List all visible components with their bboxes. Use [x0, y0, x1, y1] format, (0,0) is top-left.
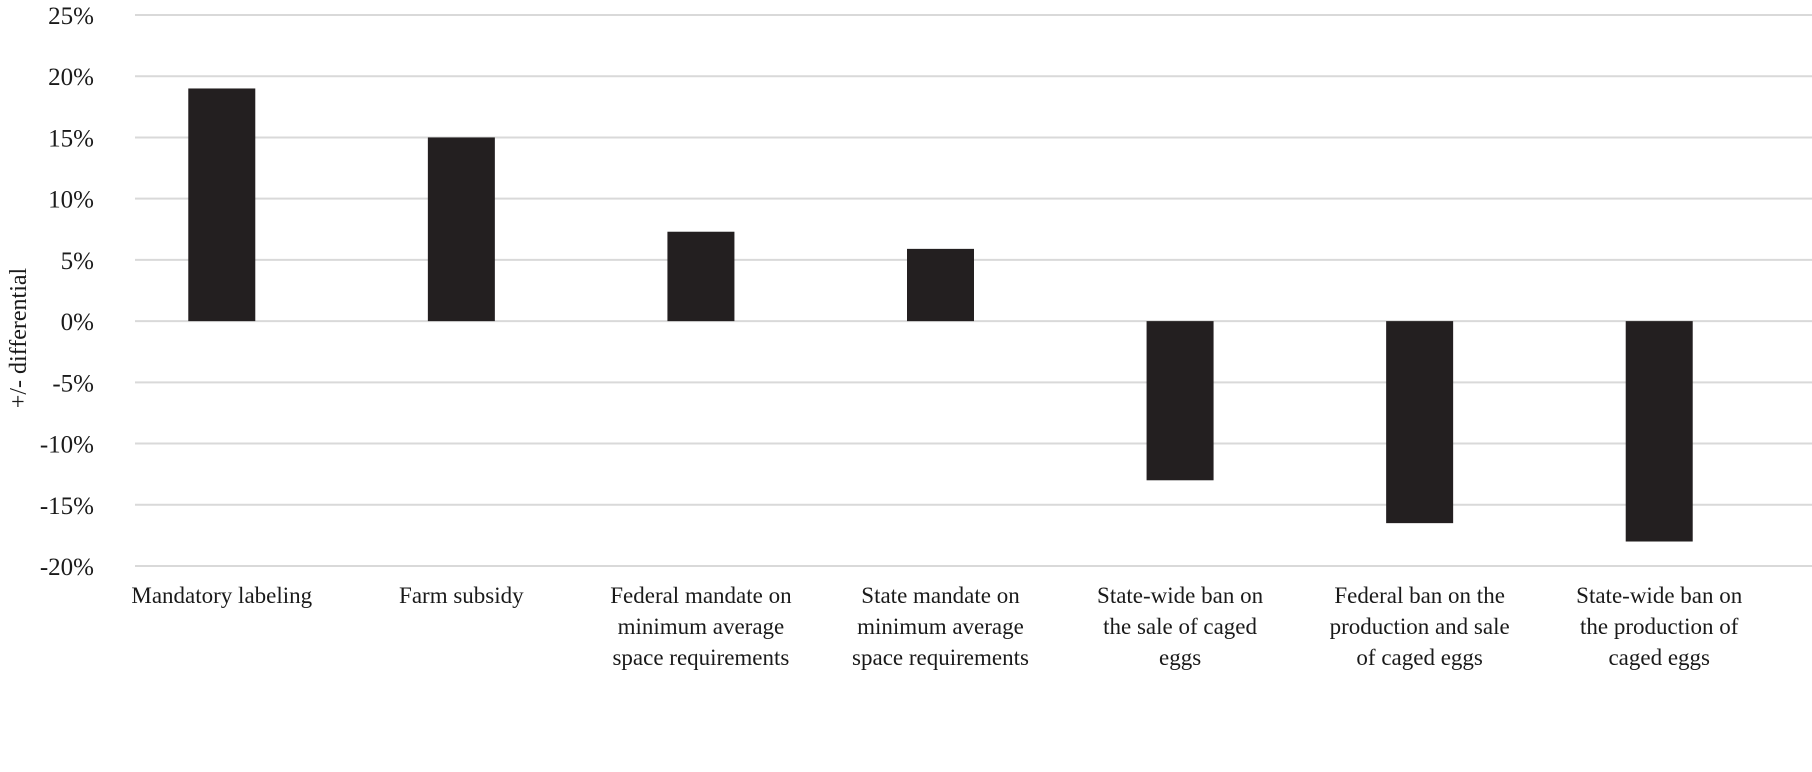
y-tick-label: -15%	[40, 493, 94, 520]
y-tick-label: -10%	[40, 432, 94, 459]
bar	[907, 248, 974, 322]
x-category-label: Farm subsidy	[399, 583, 524, 608]
y-tick-label: -5%	[52, 370, 94, 397]
x-category-label: State-wide ban on the production of caged …	[1576, 583, 1743, 670]
y-tick-label: 15%	[48, 125, 94, 152]
y-axis-ticks: 25% 20% 15% 10% 5% 0% -5% -10% -15% -20%	[40, 3, 94, 581]
bar	[188, 88, 256, 322]
bar	[1146, 321, 1214, 481]
y-tick-label: 0%	[61, 309, 94, 336]
bar	[667, 231, 735, 322]
y-tick-label: 10%	[48, 187, 94, 214]
y-tick-label: -20%	[40, 554, 94, 581]
bars	[188, 88, 1693, 542]
x-category-label: State-wide ban on the sale of caged eggs	[1097, 583, 1264, 670]
x-category-label: Federal ban on the production and sale of …	[1330, 583, 1510, 670]
bar	[427, 137, 495, 322]
bar	[1386, 321, 1454, 524]
x-category-label: State mandate on minimum average space req…	[852, 583, 1029, 670]
y-tick-label: 5%	[61, 248, 94, 275]
y-tick-label: 20%	[48, 64, 94, 91]
bar	[1625, 321, 1693, 542]
y-tick-label: 25%	[48, 3, 94, 30]
x-category-label: Federal mandate on minimum average space r…	[610, 583, 792, 670]
y-axis-title: +/- differential	[6, 267, 32, 408]
x-axis-category-labels: Mandatory labeling Farm subsidy Federal ma…	[131, 583, 1742, 670]
x-category-label: Mandatory labeling	[131, 583, 312, 608]
